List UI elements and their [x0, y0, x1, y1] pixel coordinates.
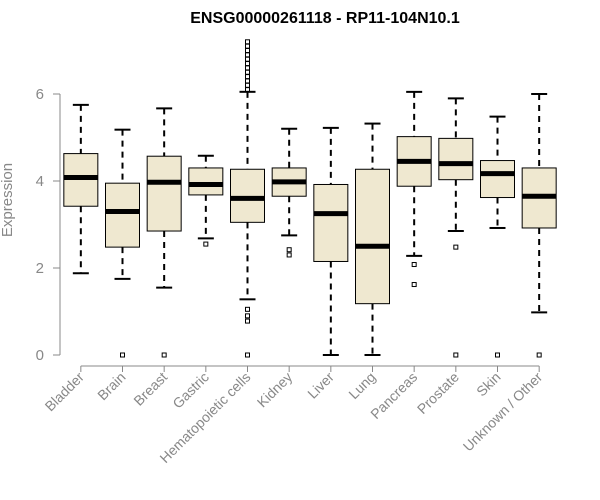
iqr-box [188, 167, 224, 196]
x-tick-label: Skin [473, 369, 504, 400]
outlier-point [161, 352, 167, 358]
outlier-point [245, 306, 250, 312]
box-skin [480, 115, 515, 358]
box-series [63, 39, 557, 358]
outlier-point [203, 241, 209, 247]
outlier-point [245, 313, 250, 319]
box-lung [355, 122, 390, 356]
box-hematopoietic-cells [230, 39, 265, 358]
outlier-point [120, 352, 125, 358]
outlier-point [495, 352, 500, 358]
outlier-point [411, 262, 417, 268]
outlier-point [286, 252, 292, 258]
outlier-point [453, 352, 459, 358]
outlier-point [245, 82, 250, 88]
box-bladder [63, 103, 99, 275]
iqr-box [480, 160, 515, 199]
outlier-point [245, 78, 250, 84]
iqr-box [105, 182, 140, 248]
outlier-point [245, 39, 250, 45]
x-tick-label: Liver [304, 369, 337, 402]
outlier-point [411, 282, 417, 288]
x-tick-label: Bladder [42, 369, 88, 415]
outlier-point [245, 52, 250, 58]
x-tick-label: Breast [130, 369, 170, 409]
box-unknown-other [521, 93, 557, 358]
x-tick-label: Lung [345, 369, 378, 402]
outlier-point [245, 61, 250, 67]
outlier-point [245, 74, 250, 80]
y-tick-label: 0 [36, 347, 44, 364]
iqr-box [438, 137, 474, 181]
outlier-point [536, 352, 542, 358]
x-tick-label: Prostate [414, 369, 462, 417]
outlier-point [245, 48, 250, 53]
chart-title: ENSG00000261118 - RP11-104N10.1 [190, 10, 460, 27]
box-liver [313, 126, 349, 356]
y-axis: 0 2 4 6 [36, 86, 61, 364]
box-kidney [271, 127, 307, 258]
box-pancreas [396, 90, 432, 288]
outlier-point [245, 318, 250, 324]
box-brain [105, 128, 140, 358]
outlier-point [245, 65, 250, 71]
iqr-box [230, 168, 265, 223]
y-axis-label: Expression [0, 163, 16, 237]
outlier-point [245, 352, 250, 358]
box-breast [146, 107, 182, 358]
y-tick-label: 4 [36, 173, 44, 190]
y-tick-label: 6 [36, 86, 44, 103]
box-gastric [188, 154, 224, 247]
outlier-point [286, 247, 292, 253]
box-prostate [438, 97, 474, 358]
y-tick-label: 2 [36, 260, 44, 277]
iqr-box [313, 183, 349, 262]
outlier-point [453, 244, 459, 250]
x-tick-label: Unknown / Other [460, 369, 546, 455]
outlier-point [245, 43, 250, 49]
iqr-box [355, 168, 390, 305]
iqr-box [146, 155, 182, 232]
x-tick-label: Brain [94, 369, 128, 403]
x-tick-label: Kidney [254, 369, 296, 411]
outlier-point [245, 56, 250, 62]
outlier-point [245, 69, 250, 75]
